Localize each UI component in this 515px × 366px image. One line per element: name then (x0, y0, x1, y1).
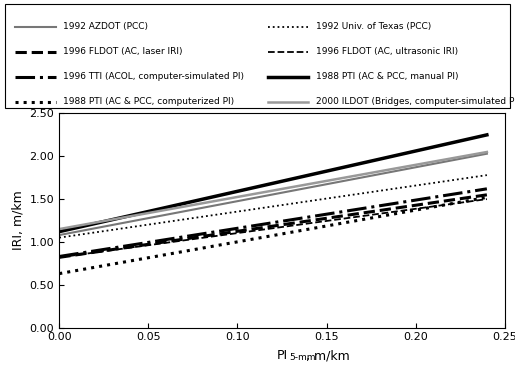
Text: , m/km: , m/km (306, 349, 350, 362)
Text: 1996 FLDOT (AC, laser IRI): 1996 FLDOT (AC, laser IRI) (63, 47, 183, 56)
Text: 1996 TTI (ACOL, computer-simulated PI): 1996 TTI (ACOL, computer-simulated PI) (63, 72, 244, 81)
Text: 2000 ILDOT (Bridges, computer-simulated PI): 2000 ILDOT (Bridges, computer-simulated … (316, 97, 515, 106)
Text: 1988 PTI (AC & PCC, manual PI): 1988 PTI (AC & PCC, manual PI) (316, 72, 458, 81)
Y-axis label: IRI, m/km: IRI, m/km (11, 191, 24, 250)
Text: 1992 Univ. of Texas (PCC): 1992 Univ. of Texas (PCC) (316, 22, 431, 31)
Text: 1988 PTI (AC & PCC, computerized PI): 1988 PTI (AC & PCC, computerized PI) (63, 97, 234, 106)
Text: PI: PI (277, 349, 288, 362)
Text: 1992 AZDOT (PCC): 1992 AZDOT (PCC) (63, 22, 148, 31)
Text: 5-mm: 5-mm (289, 353, 316, 362)
Text: 1996 FLDOT (AC, ultrasonic IRI): 1996 FLDOT (AC, ultrasonic IRI) (316, 47, 458, 56)
